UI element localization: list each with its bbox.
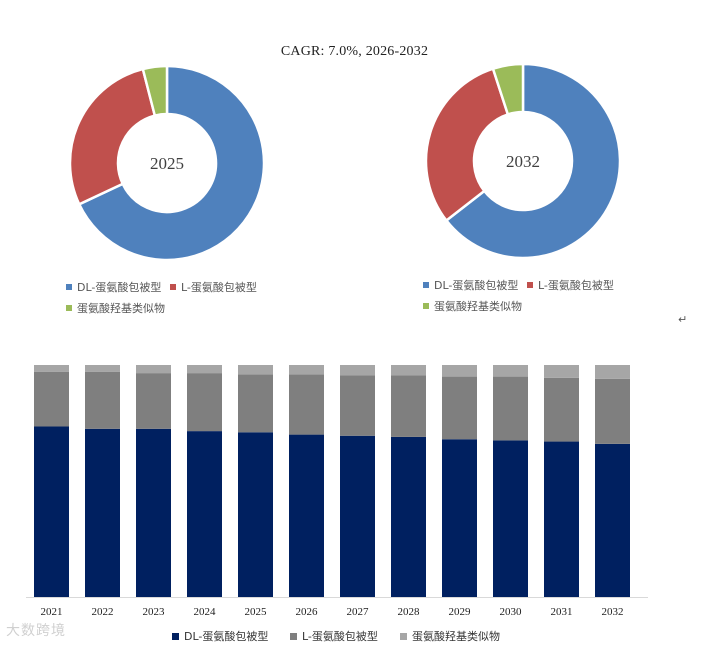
bar-segment-l-2022 (85, 371, 120, 429)
bar-legend-item-dl: DL-蛋氨酸包被型 (172, 628, 268, 644)
legend-item-l: L-蛋氨酸包被型 (527, 277, 614, 293)
x-tick-label: 2029 (449, 606, 472, 618)
legend-item-dl: DL-蛋氨酸包被型 (66, 279, 161, 295)
donut-slice-l (424, 67, 510, 223)
legend-label-analog: 蛋氨酸羟基类似物 (434, 300, 522, 313)
bar-segment-l-2031 (544, 377, 579, 442)
x-tick-label: 2026 (296, 606, 319, 618)
bar-segment-analog-2029 (442, 365, 477, 377)
legend-swatch-analog (423, 303, 429, 309)
x-tick-label: 2022 (92, 606, 114, 618)
legend-label-l: L-蛋氨酸包被型 (181, 281, 257, 294)
watermark: 大数跨境 (6, 623, 66, 639)
donut-slice-analog (141, 64, 169, 118)
stacked-bar-chart (34, 365, 630, 597)
bar-segment-dl-2024 (187, 431, 222, 597)
bar-segment-analog-2025 (238, 365, 273, 375)
bar-segment-dl-2027 (340, 435, 375, 597)
bar-segment-l-2024 (187, 373, 222, 432)
bar-legend-swatch-dl (172, 633, 179, 640)
legend-swatch-l (527, 282, 533, 288)
donut-slice-l (68, 67, 157, 206)
x-tick-label: 2027 (347, 606, 370, 618)
bar-segment-analog-2032 (595, 365, 630, 379)
bar-legend-item-l: L-蛋氨酸包被型 (290, 628, 378, 644)
bar-segment-dl-2031 (544, 441, 579, 597)
bar-segment-l-2030 (493, 376, 528, 441)
x-tick-label: 2024 (194, 606, 217, 618)
x-tick-label: 2028 (398, 606, 421, 618)
bar-segment-dl-2028 (391, 436, 426, 597)
donut-slice-analog (491, 62, 525, 116)
bar-legend-swatch-analog (400, 633, 407, 640)
x-axis: 2021 2022 2023 2024 2025 2026 2027 2028 2029 2030… (26, 597, 648, 618)
legend-swatch-dl (66, 284, 72, 290)
bar-segment-dl-2021 (34, 426, 69, 597)
legend-label-l: L-蛋氨酸包被型 (538, 279, 614, 292)
bar-segment-analog-2022 (85, 365, 120, 372)
bar-legend-label-analog: 蛋氨酸羟基类似物 (412, 630, 500, 643)
bar-legend-label-dl: DL-蛋氨酸包被型 (184, 630, 269, 643)
donut-center-label: 2025 (150, 154, 184, 173)
bar-segment-l-2028 (391, 375, 426, 437)
bar-segment-dl-2025 (238, 432, 273, 597)
bar-segment-dl-2026 (289, 434, 324, 597)
legend-label-dl: DL-蛋氨酸包被型 (77, 281, 162, 294)
legend-swatch-l (170, 284, 176, 290)
legend-item-dl: DL-蛋氨酸包被型 (423, 277, 518, 293)
bar-legend-swatch-l (290, 633, 297, 640)
bar-segment-l-2029 (442, 376, 477, 440)
bar-segment-analog-2021 (34, 365, 69, 372)
x-tick-label: 2031 (551, 606, 573, 618)
bar-segment-analog-2028 (391, 365, 426, 376)
x-tick-label: 2032 (602, 606, 624, 618)
donut-center-label: 2032 (506, 152, 540, 171)
x-tick-label: 2025 (245, 606, 268, 618)
paragraph-mark: ↵ (678, 313, 688, 326)
legend-label-analog: 蛋氨酸羟基类似物 (77, 302, 165, 315)
bar-segment-l-2025 (238, 374, 273, 433)
bar-segment-analog-2023 (136, 365, 171, 374)
legend-item-l: L-蛋氨酸包被型 (170, 279, 257, 295)
bar-segment-analog-2031 (544, 365, 579, 378)
bar-legend-item-analog: 蛋氨酸羟基类似物 (400, 628, 500, 644)
bar-segment-analog-2027 (340, 365, 375, 376)
legend-swatch-analog (66, 305, 72, 311)
bar-segment-analog-2026 (289, 365, 324, 375)
x-tick-label: 2030 (500, 606, 523, 618)
legend-swatch-dl (423, 282, 429, 288)
legend-item-analog: 蛋氨酸羟基类似物 (423, 298, 522, 314)
bar-segment-dl-2032 (595, 443, 630, 597)
bar-legend-label-l: L-蛋氨酸包被型 (302, 630, 378, 643)
bar-segment-l-2023 (136, 373, 171, 429)
legend-item-analog: 蛋氨酸羟基类似物 (66, 300, 165, 316)
x-tick-label: 2021 (41, 606, 63, 618)
bar-segment-analog-2030 (493, 365, 528, 377)
x-tick-label: 2023 (143, 606, 166, 618)
bar-segment-dl-2023 (136, 428, 171, 597)
bar-segment-l-2027 (340, 375, 375, 436)
bar-segment-l-2021 (34, 371, 69, 427)
legend-label-dl: DL-蛋氨酸包被型 (434, 279, 519, 292)
bar-segment-l-2032 (595, 378, 630, 444)
donut-chart-2025: 2025 (68, 64, 266, 262)
donut-slice-dl (77, 64, 266, 262)
bar-segment-dl-2029 (442, 439, 477, 597)
donut-slice-dl (444, 62, 622, 260)
donut-chart-2032: 2032 (424, 62, 622, 260)
bar-segment-analog-2024 (187, 365, 222, 374)
bar-segment-dl-2022 (85, 428, 120, 597)
chart-title: CAGR: 7.0%, 2026-2032 (280, 44, 429, 59)
bar-segment-dl-2030 (493, 440, 528, 597)
bar-segment-l-2026 (289, 374, 324, 435)
